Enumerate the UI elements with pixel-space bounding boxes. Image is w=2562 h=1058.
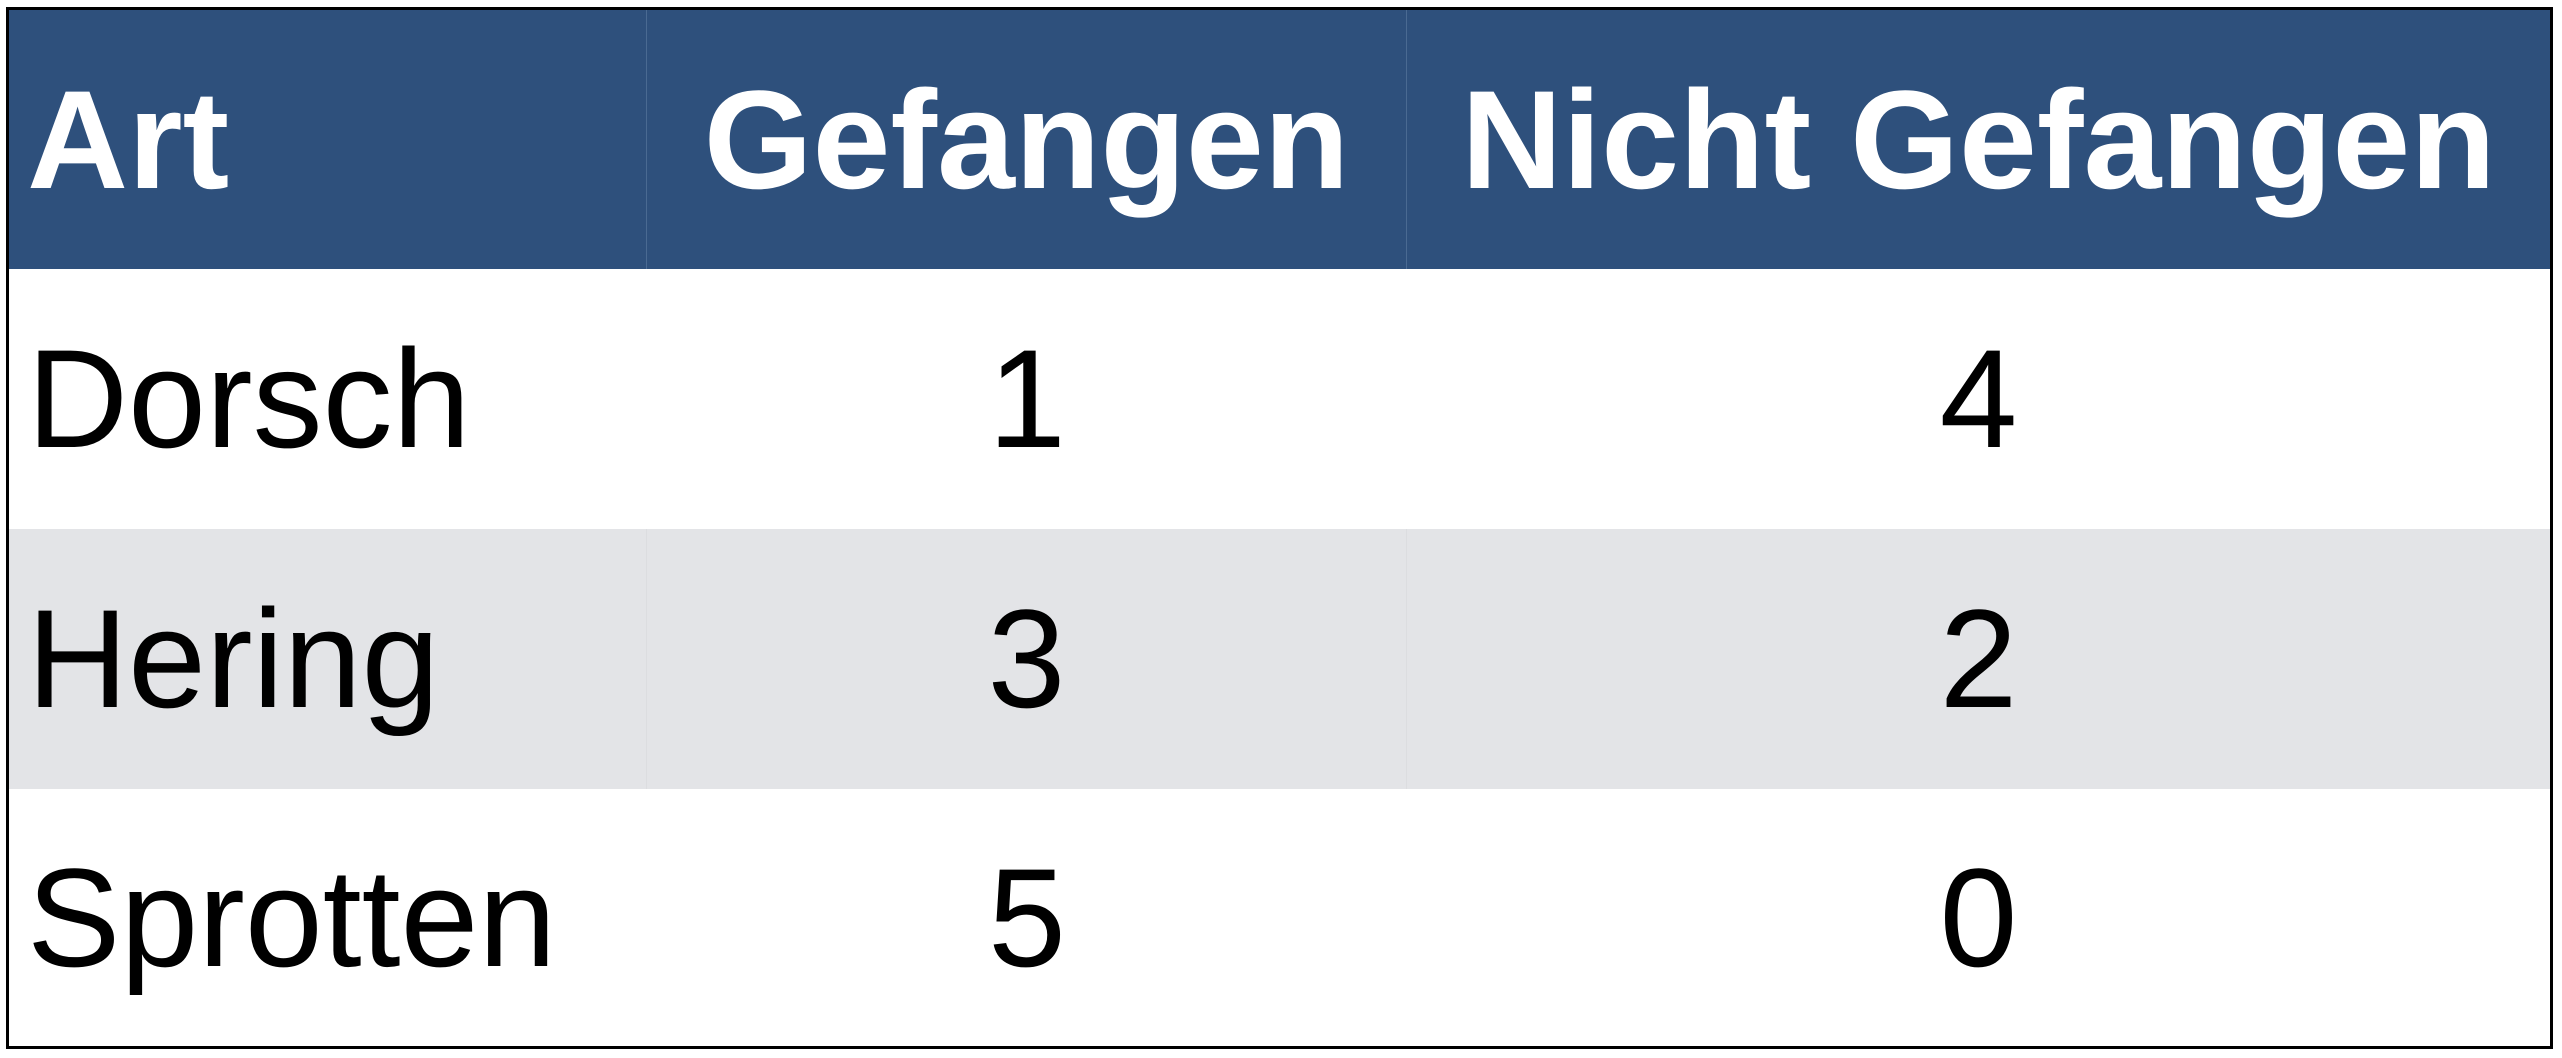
cell-nicht-gefangen: 0 <box>1939 838 2018 996</box>
table-header-row: Art Gefangen Nicht Gefangen <box>9 10 2550 269</box>
cell-art: Hering <box>9 529 647 789</box>
header-gefangen: Gefangen <box>647 10 1407 269</box>
table-row: Dorsch 1 4 <box>9 269 2550 529</box>
cell-gefangen: 5 <box>988 838 1066 996</box>
cell-gefangen: 3 <box>647 529 1407 789</box>
cell-gefangen: 1 <box>988 320 1066 477</box>
header-art: Art <box>9 10 647 269</box>
cell-nicht-gefangen: 2 <box>1939 580 2018 737</box>
data-table: Art Gefangen Nicht Gefangen Dorsch 1 4 H… <box>6 7 2553 1049</box>
cell-nicht-gefangen: 4 <box>1939 320 2018 477</box>
cell-art: Dorsch <box>27 320 471 477</box>
cell-art: Sprotten <box>27 838 557 996</box>
table-row: Hering 3 2 <box>9 529 2550 789</box>
header-nicht-gefangen: Nicht Gefangen <box>1461 60 2496 218</box>
table-row: Sprotten 5 0 <box>9 789 2550 1046</box>
